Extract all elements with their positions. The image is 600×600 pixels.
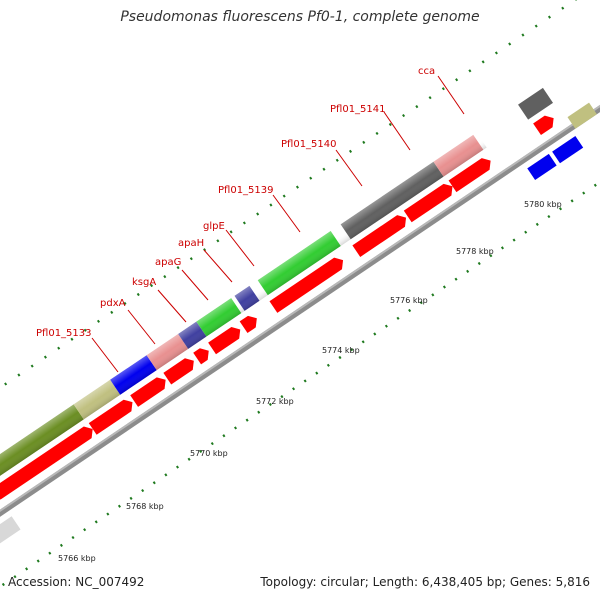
scale-labels: 5766 kbp 5768 kbp 5770 kbp 5772 kbp 5774… bbox=[58, 200, 562, 563]
label-lines bbox=[91, 75, 465, 373]
tick-label-5778: 5778 kbp bbox=[456, 247, 494, 256]
cds-arrow bbox=[448, 158, 491, 193]
gene-label-pfl01-5133: Pfl01_5133 bbox=[36, 328, 92, 339]
label-line bbox=[272, 194, 301, 233]
label-line bbox=[127, 309, 156, 345]
label-line bbox=[157, 289, 187, 323]
label-line bbox=[437, 75, 465, 115]
feature-block bbox=[567, 102, 597, 129]
cds-arrow bbox=[352, 215, 407, 257]
cds-arrow bbox=[88, 399, 133, 435]
label-line bbox=[203, 249, 233, 283]
label-line bbox=[383, 111, 411, 151]
cds-arrow bbox=[208, 326, 241, 355]
gene-label-pfl01-5141: Pfl01_5141 bbox=[330, 104, 386, 115]
feature-shading bbox=[0, 132, 487, 484]
reverse-features bbox=[0, 102, 597, 552]
tick-label-5768: 5768 kbp bbox=[126, 502, 164, 511]
gene-label-apah: apaH bbox=[178, 238, 204, 249]
gene-label-pfl01-5139: Pfl01_5139 bbox=[218, 185, 274, 196]
feature-block bbox=[527, 153, 557, 181]
gene-label-pfl01-5140: Pfl01_5140 bbox=[281, 139, 337, 150]
cds-arrow bbox=[269, 257, 344, 313]
genome-backbone-highlight bbox=[0, 70, 600, 542]
cds-arrow bbox=[533, 115, 554, 136]
map-title: Pseudomonas fluorescens Pf0-1, complete … bbox=[120, 9, 480, 25]
gene-label-apag: apaG bbox=[155, 257, 181, 268]
tick-label-5774: 5774 kbp bbox=[322, 346, 360, 355]
tick-label-5770: 5770 kbp bbox=[190, 449, 228, 458]
forward-features bbox=[0, 87, 553, 484]
genome-summary-text: Topology: circular; Length: 6,438,405 bp… bbox=[260, 575, 590, 589]
cds-arrow bbox=[193, 348, 209, 365]
inner-tick-ring bbox=[0, 122, 600, 594]
cds-arrow bbox=[130, 377, 166, 407]
gene-label-cca: cca bbox=[418, 66, 435, 77]
label-line bbox=[181, 269, 209, 301]
feature-block bbox=[552, 135, 584, 164]
tick-label-5776: 5776 kbp bbox=[390, 296, 428, 305]
cds-arrow bbox=[163, 358, 194, 385]
label-line bbox=[225, 229, 255, 267]
cds-arrow bbox=[0, 426, 93, 500]
tick-label-5766: 5766 kbp bbox=[58, 554, 96, 563]
gene-label-glpe: glpE bbox=[203, 221, 225, 232]
label-line bbox=[91, 337, 119, 373]
accession-text: Accession: NC_007492 bbox=[8, 575, 145, 589]
cds-arrow bbox=[239, 315, 257, 334]
gene-label-pdxa: pdxA bbox=[100, 298, 126, 309]
cds-arrow bbox=[403, 183, 453, 223]
tick-label-5780: 5780 kbp bbox=[524, 200, 562, 209]
feature-block bbox=[518, 87, 553, 120]
label-line bbox=[335, 149, 363, 187]
cds-track bbox=[0, 115, 554, 500]
gene-label-ksga: ksgA bbox=[132, 277, 156, 288]
genome-backbone bbox=[0, 70, 600, 545]
gene-labels: Pfl01_5133 pdxA ksgA apaG apaH glpE Pfl0… bbox=[36, 66, 435, 339]
feature-block bbox=[0, 516, 21, 552]
tick-label-5772: 5772 kbp bbox=[256, 397, 294, 406]
